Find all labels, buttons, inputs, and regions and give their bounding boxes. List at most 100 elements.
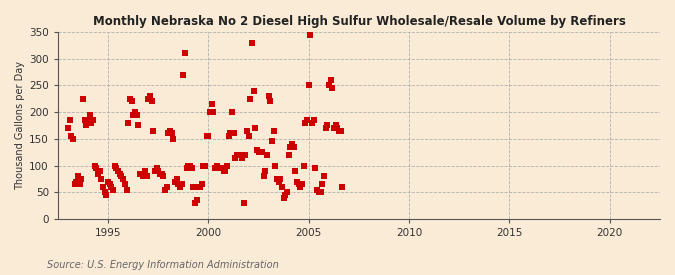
Point	[63, 126, 74, 130]
Point	[220, 169, 231, 173]
Point	[151, 166, 162, 170]
Point	[238, 201, 249, 205]
Point	[180, 51, 190, 56]
Point	[329, 126, 340, 130]
Point	[263, 94, 274, 98]
Point	[140, 169, 151, 173]
Point	[327, 86, 338, 90]
Point	[284, 153, 294, 157]
Point	[278, 196, 289, 200]
Point	[169, 179, 180, 184]
Point	[236, 155, 247, 160]
Point	[248, 89, 259, 93]
Point	[325, 78, 336, 82]
Point	[76, 177, 87, 181]
Point	[70, 182, 80, 186]
Point	[313, 190, 324, 194]
Point	[215, 166, 225, 170]
Point	[166, 131, 177, 136]
Point	[319, 174, 329, 178]
Point	[227, 110, 238, 114]
Point	[211, 163, 222, 168]
Point	[300, 120, 311, 125]
Point	[208, 110, 219, 114]
Point	[270, 163, 281, 168]
Point	[295, 185, 306, 189]
Point	[161, 185, 172, 189]
Point	[225, 131, 236, 136]
Point	[105, 182, 115, 186]
Point	[163, 131, 173, 136]
Point	[271, 177, 282, 181]
Y-axis label: Thousand Gallons per Day: Thousand Gallons per Day	[15, 61, 25, 190]
Point	[240, 153, 250, 157]
Point	[79, 118, 90, 122]
Point	[265, 99, 275, 104]
Point	[183, 163, 194, 168]
Point	[92, 171, 103, 176]
Point	[292, 179, 302, 184]
Point	[333, 129, 344, 133]
Point	[228, 131, 239, 136]
Point	[66, 134, 77, 138]
Point	[106, 185, 117, 189]
Point	[141, 174, 152, 178]
Point	[259, 174, 269, 178]
Point	[312, 187, 323, 192]
Point	[217, 166, 227, 170]
Point	[213, 166, 224, 170]
Point	[221, 163, 232, 168]
Point	[190, 201, 200, 205]
Point	[275, 177, 286, 181]
Point	[138, 174, 148, 178]
Point	[305, 32, 316, 37]
Point	[280, 193, 291, 197]
Point	[119, 182, 130, 186]
Point	[78, 97, 88, 101]
Point	[64, 118, 75, 122]
Point	[113, 169, 124, 173]
Point	[250, 126, 261, 130]
Point	[298, 163, 309, 168]
Point	[201, 134, 212, 138]
Point	[335, 129, 346, 133]
Point	[168, 137, 179, 141]
Point	[148, 129, 159, 133]
Point	[71, 179, 82, 184]
Point	[288, 145, 299, 149]
Point	[290, 169, 301, 173]
Point	[101, 193, 112, 197]
Point	[84, 112, 95, 117]
Point	[200, 163, 211, 168]
Point	[134, 171, 145, 176]
Point	[242, 129, 252, 133]
Point	[103, 179, 113, 184]
Point	[267, 139, 277, 144]
Point	[196, 182, 207, 186]
Point	[88, 118, 99, 122]
Point	[273, 179, 284, 184]
Point	[287, 142, 298, 146]
Point	[233, 153, 244, 157]
Point	[175, 185, 186, 189]
Point	[155, 171, 165, 176]
Point	[268, 129, 279, 133]
Point	[82, 118, 93, 122]
Point	[131, 112, 142, 117]
Point	[235, 153, 246, 157]
Point	[218, 169, 229, 173]
Point	[81, 123, 92, 128]
Point	[171, 177, 182, 181]
Title: Monthly Nebraska No 2 Diesel High Sulfur Wholesale/Resale Volume by Refiners: Monthly Nebraska No 2 Diesel High Sulfur…	[92, 15, 626, 28]
Point	[302, 118, 313, 122]
Point	[315, 190, 326, 194]
Point	[198, 163, 209, 168]
Point	[277, 185, 288, 189]
Point	[130, 110, 140, 114]
Point	[310, 166, 321, 170]
Point	[91, 166, 102, 170]
Point	[150, 169, 161, 173]
Point	[117, 177, 128, 181]
Point	[193, 185, 204, 189]
Point	[159, 187, 170, 192]
